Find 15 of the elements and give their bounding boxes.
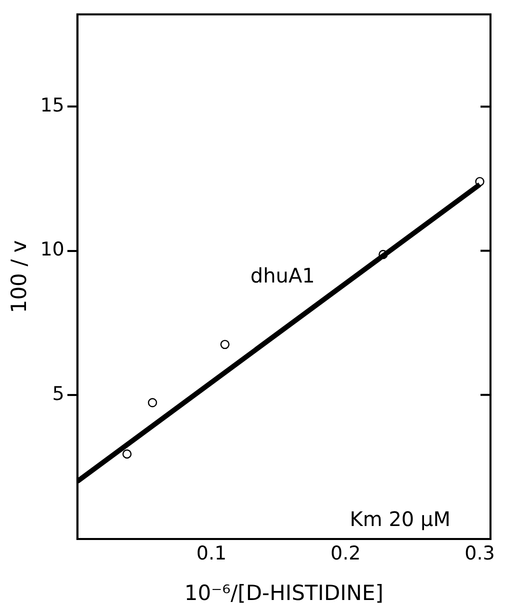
y-axis-title: 100 / v (7, 240, 32, 314)
point (378, 250, 388, 260)
x-tick-label: 0.3 (464, 542, 495, 564)
x-tick-label: 0.2 (330, 542, 361, 564)
x-axis-title: 10⁻⁶/[D-HISTIDINE] (184, 580, 384, 605)
y-tick-label: 10 (40, 238, 64, 261)
point (148, 398, 158, 408)
point (122, 449, 132, 459)
series-label: dhuA1 (250, 263, 315, 288)
point (475, 176, 484, 186)
point (220, 340, 230, 350)
y-tick-label: 5 (52, 382, 64, 405)
y-tick-label: 15 (40, 94, 64, 117)
x-tick-label: 0.1 (196, 542, 227, 564)
annotation: Km 20 μM (350, 507, 450, 532)
